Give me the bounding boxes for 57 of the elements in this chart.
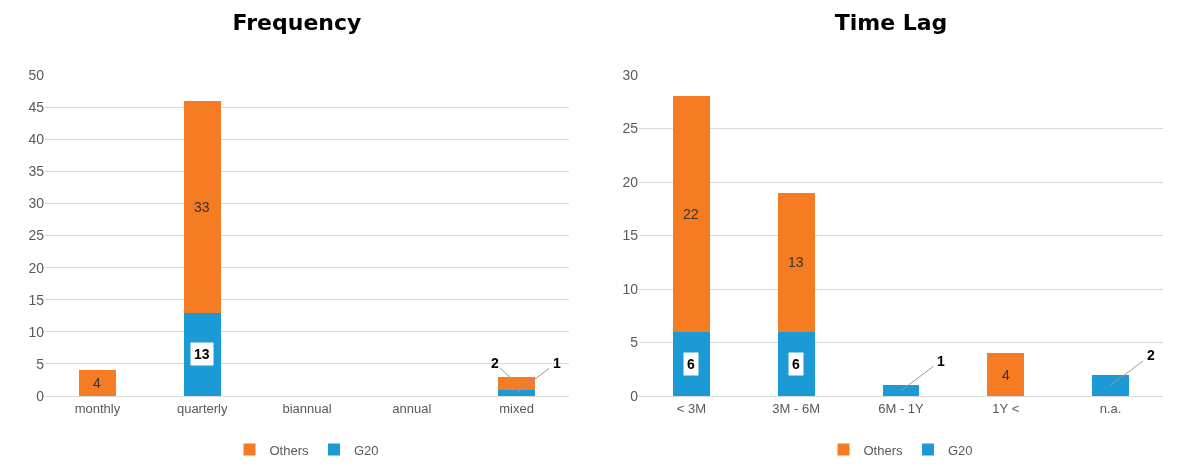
- x-tick-label: 1Y <: [992, 400, 1020, 416]
- x-tick-label: monthly: [74, 400, 121, 416]
- bar: [498, 376, 535, 390]
- legend-label: G20: [948, 442, 973, 458]
- y-tick-label: 20: [622, 173, 639, 190]
- y-tick-label: 50: [28, 66, 45, 83]
- data-label: 22: [683, 206, 699, 222]
- data-label: 6: [687, 356, 695, 372]
- chart-title: Frequency: [232, 9, 362, 35]
- y-tick-label: 15: [28, 291, 45, 308]
- y-tick-label: 5: [36, 355, 45, 372]
- data-label: 4: [1002, 367, 1010, 383]
- bar: [79, 370, 116, 396]
- y-tick-label: 45: [28, 99, 45, 115]
- x-tick-label: annual: [392, 400, 432, 416]
- bar: [882, 385, 920, 396]
- bar: [1092, 374, 1129, 396]
- x-tick-label: quarterly: [176, 400, 228, 416]
- data-label: 1: [937, 353, 945, 369]
- bar: [673, 331, 710, 396]
- y-tick-label: 30: [28, 195, 45, 212]
- x-tick-label: n.a.: [1099, 400, 1122, 416]
- legend-label: G20: [354, 442, 379, 458]
- data-label: 4: [93, 375, 101, 391]
- y-tick-label: 25: [28, 227, 45, 244]
- x-tick-label: biannual: [282, 400, 332, 416]
- bar: [498, 389, 535, 396]
- y-tick-label: 10: [622, 280, 639, 297]
- data-label: 2: [491, 355, 499, 371]
- x-tick-label: 6M - 1Y: [878, 400, 925, 416]
- data-label: 13: [194, 346, 210, 362]
- y-tick-label: 40: [28, 131, 45, 148]
- y-tick-label: 0: [630, 387, 639, 404]
- y-tick-label: 0: [36, 387, 45, 404]
- y-tick-label: 25: [622, 120, 639, 137]
- y-tick-label: 30: [622, 66, 639, 83]
- y-tick-label: 35: [28, 163, 45, 180]
- bar: [183, 100, 221, 313]
- x-tick-label: mixed: [499, 400, 534, 416]
- bar: [777, 331, 815, 396]
- y-tick-label: 20: [28, 259, 45, 276]
- data-label: 33: [194, 199, 210, 215]
- bar: [673, 96, 710, 332]
- data-label: 2: [1147, 347, 1155, 363]
- chart-title: Time Lag: [834, 9, 948, 35]
- legend-label: Others: [269, 442, 310, 458]
- legend-label: Others: [863, 442, 904, 458]
- x-tick-label: < 3M: [676, 400, 707, 416]
- bar: [777, 192, 815, 332]
- y-tick-label: 5: [630, 334, 639, 351]
- y-tick-label: 15: [622, 227, 639, 244]
- x-tick-label: 3M - 6M: [772, 400, 821, 416]
- data-label: 1: [553, 355, 561, 371]
- data-label: 6: [792, 356, 800, 372]
- data-label: 13: [788, 254, 804, 270]
- bar: [987, 353, 1025, 396]
- y-tick-label: 10: [28, 323, 45, 340]
